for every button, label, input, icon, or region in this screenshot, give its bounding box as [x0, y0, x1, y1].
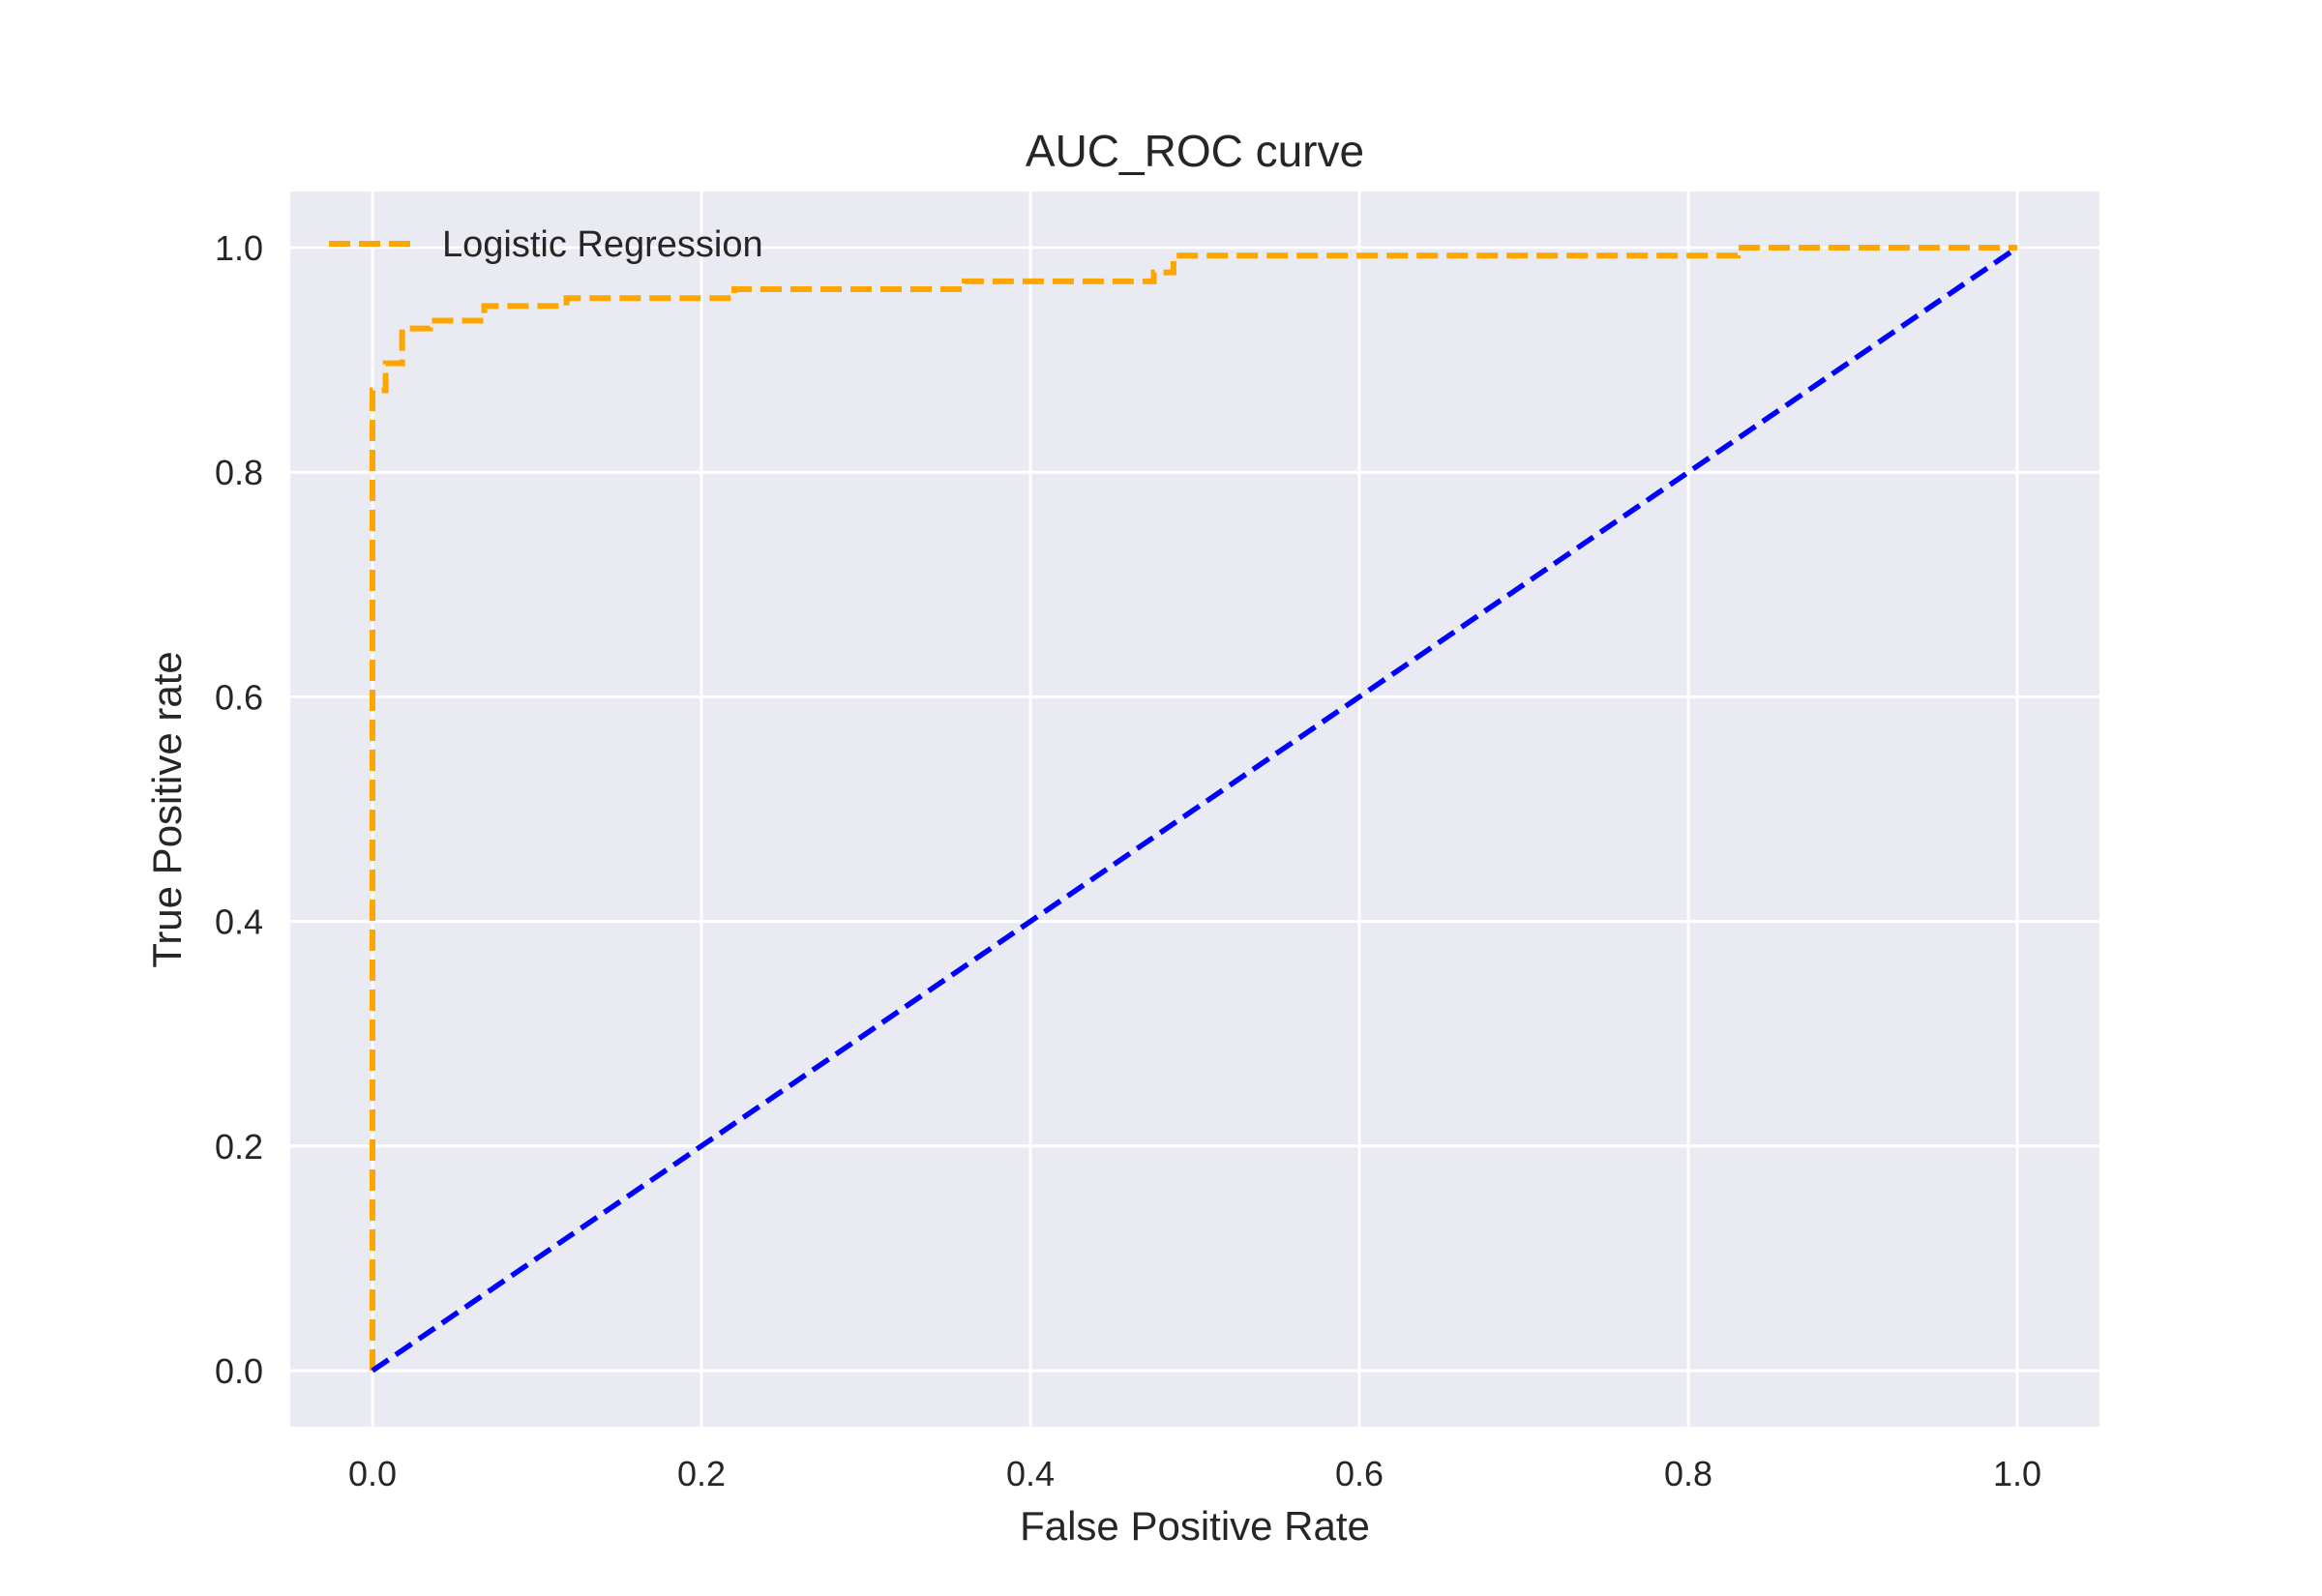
y-axis-title: True Positive rate [144, 651, 190, 968]
x-tick-label: 0.2 [677, 1454, 726, 1493]
y-tick-label: 0.0 [215, 1351, 263, 1391]
series-line-logistic-regression [370, 245, 2017, 1371]
legend: Logistic Regression [329, 224, 763, 265]
series-line-reference-diagonal [371, 245, 2019, 1374]
y-tick-label: 0.2 [215, 1127, 263, 1167]
x-tick-label: 0.4 [1006, 1454, 1055, 1493]
y-tick-label: 0.4 [215, 902, 263, 942]
legend-label-logistic-regression: Logistic Regression [442, 224, 763, 265]
x-tick-label: 0.8 [1664, 1454, 1712, 1493]
x-tick-label: 0.0 [348, 1454, 397, 1493]
y-tick-label: 1.0 [215, 228, 263, 268]
series-lines [370, 245, 2019, 1374]
y-tick-labels: 0.0 0.2 0.4 0.6 0.8 1.0 [215, 228, 263, 1391]
y-tick-label: 0.8 [215, 453, 263, 492]
grid-lines [290, 192, 2099, 1427]
chart-title: AUC_ROC curve [1026, 126, 1364, 176]
y-tick-label: 0.6 [215, 677, 263, 717]
x-tick-label: 1.0 [1993, 1454, 2041, 1493]
x-tick-label: 0.6 [1335, 1454, 1384, 1493]
x-axis-title: False Positive Rate [1020, 1503, 1370, 1549]
x-tick-labels: 0.0 0.2 0.4 0.6 0.8 1.0 [348, 1454, 2041, 1493]
